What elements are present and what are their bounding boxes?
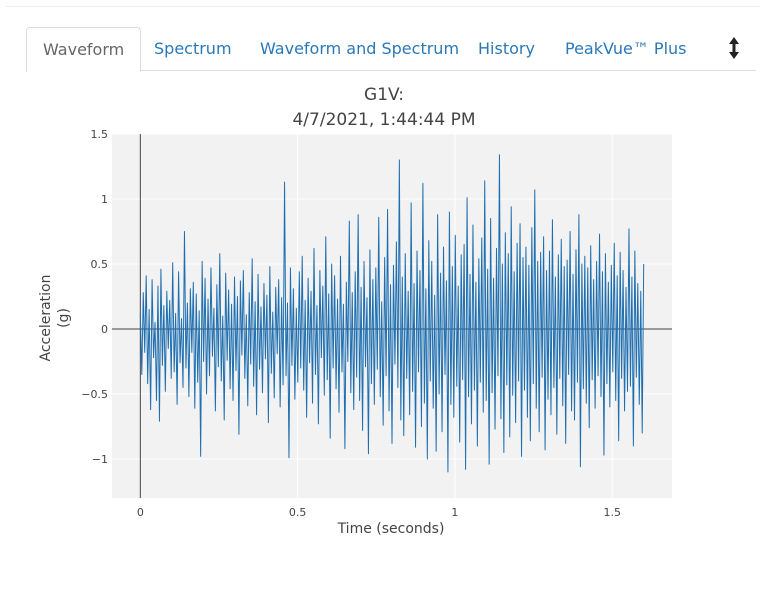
y-tick-label: 1.5 (91, 128, 109, 141)
plot-area: 0 0.5 1 1.5 1.5 1 0.5 0 −0.5 −1 (81, 128, 672, 519)
tab-spectrum[interactable]: Spectrum (154, 39, 232, 58)
x-tick-label: 1.5 (603, 506, 621, 519)
tab-waveform[interactable]: Waveform (26, 27, 142, 72)
waveform-chart: G1V: 4/7/2021, 1:44:44 PM 0 0.5 1 1.5 1.5 1 0.… (38, 85, 672, 537)
tab-bar-divider (26, 70, 756, 71)
up-down-arrow-icon[interactable] (724, 35, 744, 61)
tab-waveform-and-spectrum[interactable]: Waveform and Spectrum (260, 39, 460, 58)
x-axis-label: Time (seconds) (337, 521, 445, 537)
y-tick-label: 0.5 (91, 258, 109, 271)
tab-history[interactable]: History (478, 39, 535, 58)
waveform-series-line (139, 154, 645, 473)
y-axis-label: Acceleration (g) (38, 275, 72, 362)
y-tick-label: 0 (101, 323, 108, 336)
x-tick-label: 0 (137, 506, 144, 519)
x-tick-label: 0.5 (289, 506, 307, 519)
y-axis-label-line-1: Acceleration (38, 275, 54, 362)
y-axis-label-line-2: (g) (56, 308, 72, 328)
y-tick-label: −1 (92, 453, 108, 466)
tab-peakvue-plus[interactable]: PeakVue™ Plus (565, 39, 687, 58)
y-tick-label: −0.5 (81, 388, 108, 401)
tab-bar: Waveform Spectrum Waveform and Spectrum … (26, 27, 756, 72)
y-tick-label: 1 (101, 193, 108, 206)
chart-title: G1V: (364, 85, 404, 105)
chart-subtitle: 4/7/2021, 1:44:44 PM (292, 110, 475, 130)
top-divider (6, 6, 760, 7)
x-tick-label: 1 (451, 506, 458, 519)
